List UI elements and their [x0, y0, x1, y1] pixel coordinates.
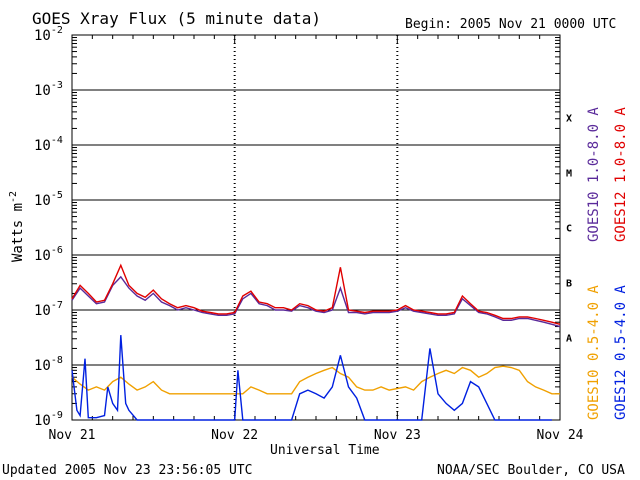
y-tick-label: 10-2 [34, 25, 63, 44]
x-axis-label: Universal Time [270, 443, 380, 458]
y-tick-base: 10 [34, 138, 51, 154]
x-tick-label: Nov 23 [374, 428, 421, 443]
y-tick-label: 10-9 [34, 410, 63, 429]
y-tick-base: 10 [34, 358, 51, 374]
chart-title: GOES Xray Flux (5 minute data) [32, 9, 321, 28]
y-tick-label: 10-5 [34, 190, 63, 209]
y-tick-base: 10 [34, 28, 51, 44]
y-tick-exponent: -3 [51, 80, 63, 91]
y-axis-label: Watts m-2 [8, 191, 26, 262]
y-tick-label: 10-3 [34, 80, 63, 99]
y-tick-exponent: -4 [51, 135, 63, 146]
flare-class-label: A [566, 334, 572, 345]
legend-entry: GOES10 0.5-4.0 A [586, 285, 602, 420]
flare-class-label: B [566, 279, 572, 290]
series-line-2 [71, 365, 560, 395]
legend-entry: GOES10 1.0-8.0 A [586, 107, 602, 242]
updated-timestamp: Updated 2005 Nov 23 23:56:05 UTC [2, 463, 252, 478]
y-tick-base: 10 [34, 413, 51, 429]
y-tick-base: 10 [34, 193, 51, 209]
credit-label: NOAA/SEC Boulder, CO USA [437, 463, 625, 478]
legend-entry: GOES12 1.0-8.0 A [613, 107, 629, 242]
x-tick-label: Nov 22 [211, 428, 258, 443]
y-tick-exponent: -9 [51, 410, 63, 421]
y-tick-exponent: -8 [51, 355, 63, 366]
begin-label: Begin: 2005 Nov 21 0000 UTC [405, 17, 616, 32]
flare-class-label: C [566, 224, 572, 235]
series-line-1 [71, 263, 561, 325]
legend-entry: GOES12 0.5-4.0 A [613, 285, 629, 420]
x-tick-labels: Nov 21 Nov 22 Nov 23 Nov 24 [49, 428, 584, 443]
y-tick-label: 10-6 [34, 245, 63, 264]
x-tick-label: Nov 24 [537, 428, 584, 443]
x-tick-label: Nov 21 [49, 428, 96, 443]
y-tick-exponent: -5 [51, 190, 63, 201]
legend: GOES10 1.0-8.0 A GOES12 1.0-8.0 A GOES10 0… [586, 107, 629, 420]
y-tick-label: 10-7 [34, 300, 63, 319]
y-tick-exponent: -2 [51, 25, 63, 36]
y-tick-base: 10 [34, 303, 51, 319]
flare-class-label: X [566, 114, 572, 125]
series-line-0 [71, 275, 561, 328]
series-line-3 [71, 335, 552, 421]
y-axis-label-sup: -2 [8, 191, 19, 203]
flare-class-label: M [566, 169, 572, 180]
y-tick-exponent: -6 [51, 245, 63, 256]
y-tick-base: 10 [34, 83, 51, 99]
y-tick-labels: 10-210-310-410-510-610-710-810-9 [34, 25, 63, 429]
y-tick-base: 10 [34, 248, 51, 264]
y-tick-exponent: -7 [51, 300, 63, 311]
plot-area [71, 34, 561, 421]
y-tick-label: 10-4 [34, 135, 63, 154]
flare-class-labels: X M C B A [566, 114, 572, 345]
y-axis-label-text: Watts m [10, 203, 26, 262]
y-tick-label: 10-8 [34, 355, 63, 374]
